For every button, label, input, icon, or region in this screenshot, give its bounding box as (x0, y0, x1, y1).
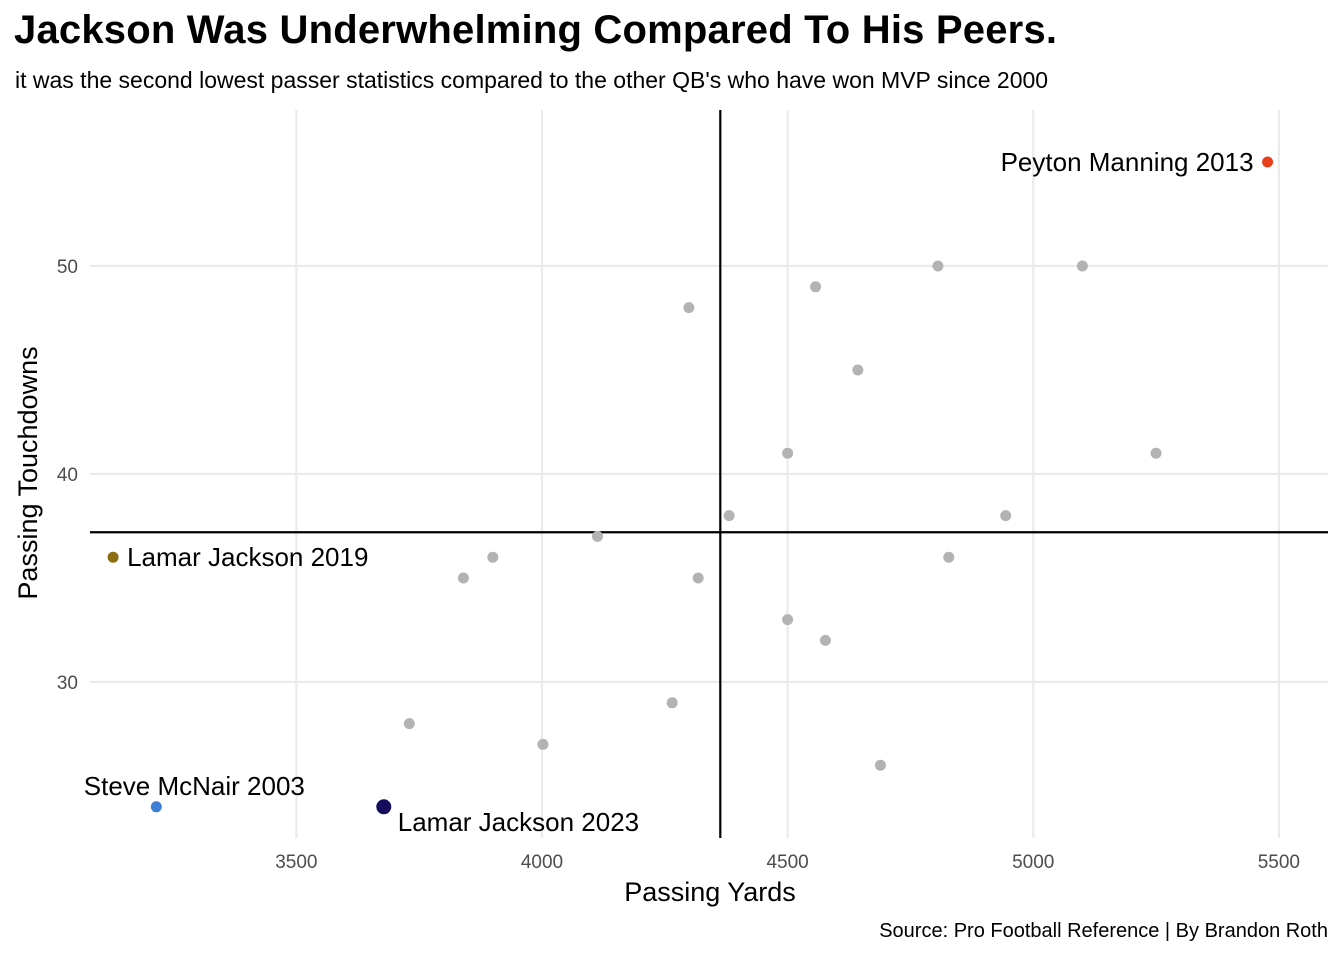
reference-lines (90, 110, 1328, 838)
data-point (457, 572, 469, 584)
chart-title: Jackson Was Underwhelming Compared To Hi… (14, 8, 1058, 52)
data-point (782, 447, 794, 459)
x-axis-title: Passing Yards (624, 877, 796, 907)
data-point (810, 281, 822, 293)
data-points (107, 156, 1274, 815)
data-point (1150, 447, 1162, 459)
point-label: Peyton Manning 2013 (1001, 147, 1254, 177)
data-point (537, 738, 549, 750)
data-point (932, 260, 944, 272)
x-tick-label: 5000 (1012, 852, 1054, 873)
x-tick-label: 4000 (521, 852, 563, 873)
y-tick-label: 50 (57, 257, 78, 278)
source-caption: Source: Pro Football Reference | By Bran… (879, 920, 1328, 942)
data-point (487, 551, 499, 563)
data-point (683, 302, 695, 314)
y-axis-title: Passing Touchdowns (13, 346, 43, 599)
highlighted-point (1262, 156, 1274, 168)
x-tick-label: 3500 (275, 852, 317, 873)
point-label: Steve McNair 2003 (84, 771, 305, 801)
x-tick-label: 5500 (1258, 852, 1300, 873)
y-tick-label: 30 (57, 673, 78, 694)
grid (90, 110, 1328, 838)
point-label: Lamar Jackson 2023 (398, 807, 639, 837)
data-point (666, 697, 678, 709)
y-tick-label: 40 (57, 465, 78, 486)
chart-subtitle: it was the second lowest passer statisti… (15, 67, 1049, 93)
data-point (819, 634, 831, 646)
highlighted-point (150, 801, 162, 813)
highlighted-point (376, 799, 392, 815)
data-point (1076, 260, 1088, 272)
highlighted-point (107, 551, 119, 563)
data-point (782, 614, 794, 626)
tick-labels: 3500 4000 4500 5000 5500 30 40 50 (57, 257, 1300, 873)
data-point (943, 551, 955, 563)
x-tick-label: 4500 (766, 852, 808, 873)
data-point (874, 759, 886, 771)
data-point (723, 510, 735, 522)
point-labels: Peyton Manning 2013 Lamar Jackson 2019 Ste… (84, 147, 1254, 837)
point-label: Lamar Jackson 2019 (127, 542, 368, 572)
data-point (403, 718, 415, 730)
data-point (852, 364, 864, 376)
data-point (692, 572, 704, 584)
data-point (591, 530, 603, 542)
data-point (1000, 510, 1012, 522)
